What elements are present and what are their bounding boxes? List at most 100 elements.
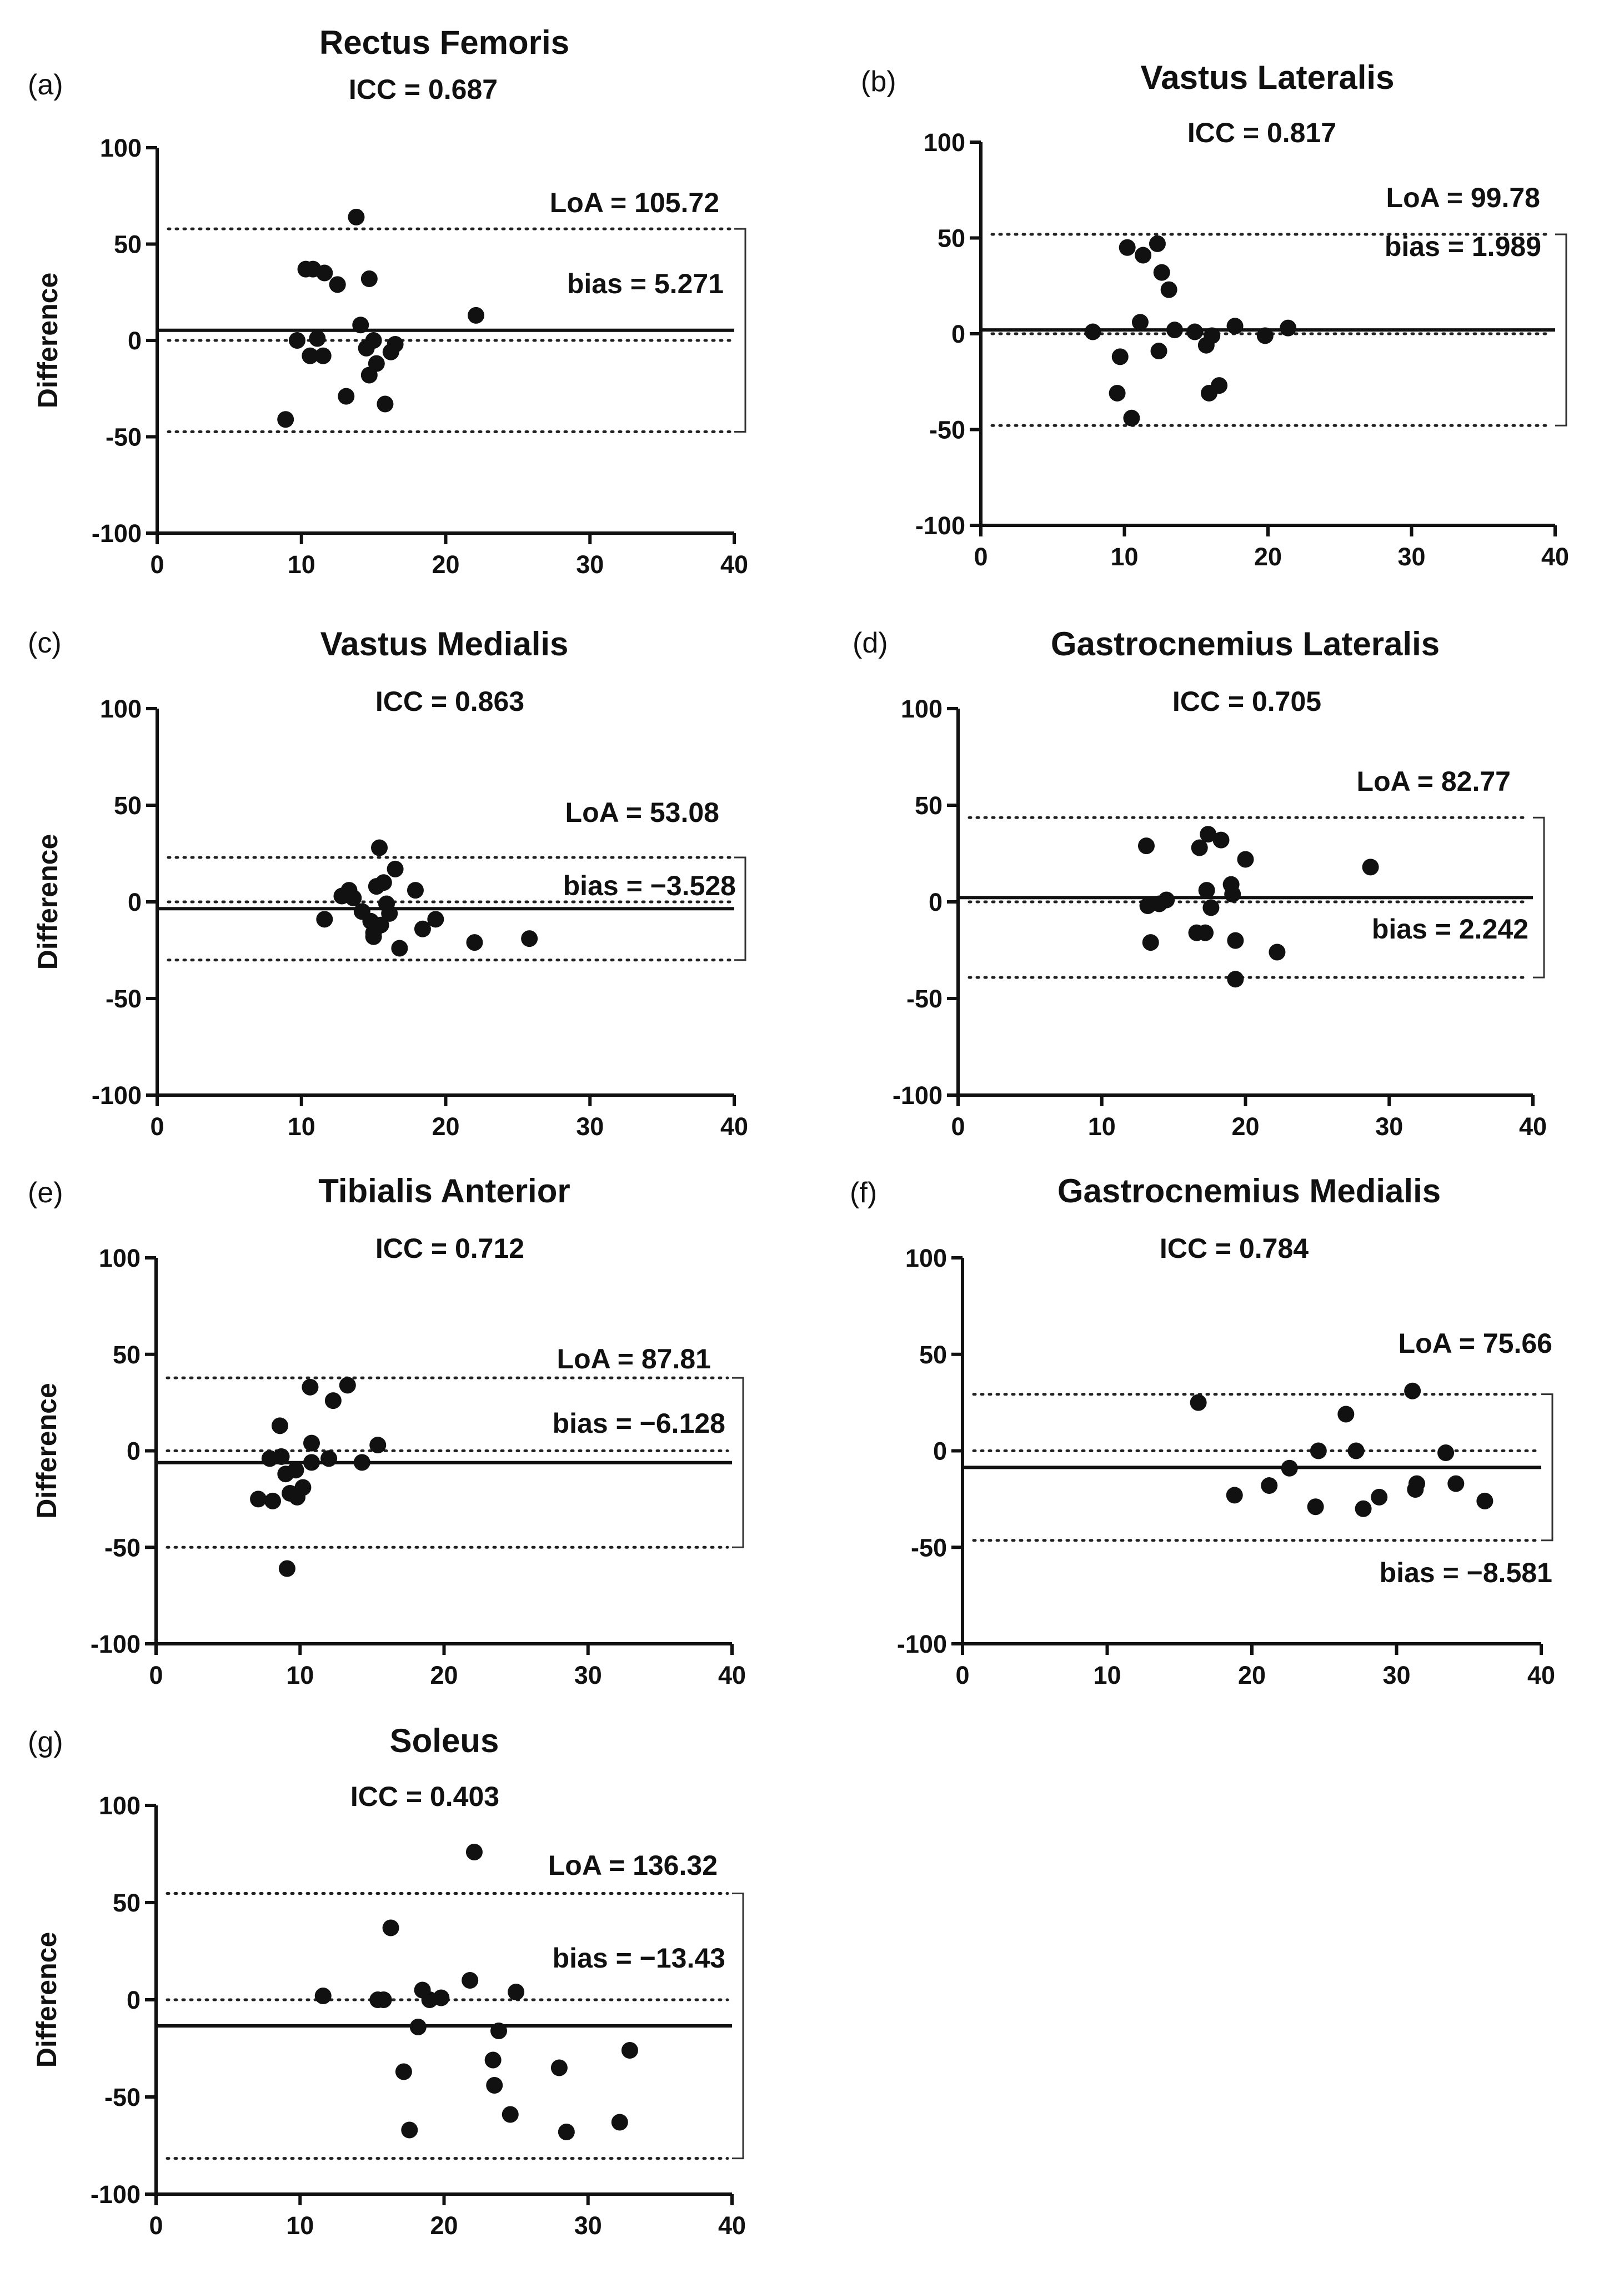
panel-e: (e) Tibialis Anterior ICC = 0.712 Differenc… — [28, 1172, 746, 1689]
x-tick-label: 10 — [286, 2211, 314, 2240]
data-point — [353, 1454, 370, 1471]
panel-c: (c) Vastus Medialis ICC = 0.863 Difference 1… — [28, 625, 748, 1141]
data-point — [387, 860, 404, 877]
data-point — [1204, 327, 1221, 344]
data-point — [1153, 264, 1170, 281]
data-point — [387, 335, 404, 353]
loa-label: LoA = 53.08 — [565, 797, 719, 828]
data-point — [314, 347, 332, 364]
chart-title: Vastus Lateralis — [1141, 59, 1395, 96]
x-tick-label: 0 — [150, 1112, 164, 1141]
x-tick-label: 20 — [1238, 1661, 1266, 1689]
icc-label: ICC = 0.817 — [1187, 117, 1336, 148]
data-point — [1131, 314, 1149, 331]
data-point — [303, 1454, 320, 1471]
data-point — [1084, 323, 1101, 340]
data-point — [352, 317, 369, 334]
data-point — [271, 1417, 288, 1434]
data-point — [329, 276, 346, 293]
data-point — [1355, 1500, 1372, 1517]
y-tick-label: -50 — [911, 1533, 947, 1562]
bias-label: bias = 1.989 — [1385, 231, 1541, 262]
x-tick-label: 0 — [974, 543, 988, 571]
data-point — [1160, 281, 1177, 298]
data-point — [1226, 1487, 1243, 1504]
data-point — [339, 1377, 356, 1394]
loa-label: LoA = 136.32 — [548, 1850, 718, 1881]
loa-bracket — [734, 856, 746, 961]
data-point — [377, 395, 394, 413]
data-point — [365, 928, 382, 945]
data-point — [1200, 826, 1217, 843]
y-tick-label: -50 — [929, 416, 965, 444]
x-tick-label: 20 — [432, 1112, 459, 1141]
y-tick-label: -50 — [106, 985, 142, 1013]
y-tick-label: 50 — [915, 791, 943, 820]
icc-label: ICC = 0.403 — [350, 1781, 499, 1812]
panel-label: (g) — [28, 1726, 63, 1758]
data-point — [409, 2019, 427, 2035]
data-point — [371, 839, 388, 856]
data-point — [407, 882, 424, 899]
x-tick-label: 0 — [149, 2211, 163, 2240]
x-tick-label: 30 — [576, 1112, 604, 1141]
y-tick-label: 100 — [99, 1244, 141, 1272]
data-point — [1227, 932, 1244, 949]
data-point — [1142, 934, 1159, 951]
data-point — [462, 1972, 479, 1989]
data-point — [345, 890, 362, 907]
data-point — [316, 264, 333, 282]
data-point — [1166, 322, 1183, 339]
panel-label: (c) — [28, 627, 62, 659]
bias-label: bias = −6.128 — [553, 1408, 725, 1439]
data-point — [1310, 1442, 1327, 1459]
x-tick-label: 30 — [576, 550, 604, 579]
data-point — [1362, 859, 1379, 876]
data-point — [484, 2051, 502, 2069]
panel-a: (a) Rectus Femoris ICC = 0.687 Difference 10… — [28, 24, 748, 579]
data-point — [1111, 348, 1129, 365]
data-point — [309, 330, 326, 347]
x-tick-label: 20 — [1231, 1112, 1259, 1141]
bias-label: bias = −3.528 — [563, 870, 736, 901]
data-point — [521, 930, 538, 947]
data-point — [1347, 1442, 1365, 1459]
y-tick-label: -50 — [106, 423, 142, 451]
y-tick-label: 50 — [114, 230, 142, 259]
loa-label: LoA = 99.78 — [1386, 182, 1540, 213]
data-point — [314, 1988, 332, 2004]
y-tick-label: 100 — [100, 695, 142, 723]
chart-title: Gastrocnemius Medialis — [1057, 1172, 1441, 1210]
data-point — [369, 1437, 387, 1454]
y-tick-label: 100 — [100, 134, 142, 162]
y-tick-label: -100 — [92, 519, 142, 548]
data-point — [375, 1991, 392, 2008]
data-point — [1190, 1394, 1207, 1411]
y-tick-label: -100 — [893, 1081, 943, 1110]
loa-bracket — [1533, 816, 1545, 979]
x-tick-label: 20 — [432, 550, 459, 579]
data-point — [468, 307, 485, 324]
data-point — [288, 332, 305, 349]
data-point — [264, 1492, 281, 1509]
y-tick-label: 100 — [924, 128, 965, 157]
data-point — [1226, 318, 1244, 335]
data-point — [490, 2023, 508, 2039]
panel-label: (f) — [850, 1177, 877, 1209]
y-tick-label: -50 — [104, 2083, 141, 2111]
y-tick-label: 0 — [929, 888, 943, 916]
data-point — [1158, 891, 1175, 909]
x-tick-label: 10 — [1088, 1112, 1116, 1141]
data-point — [320, 1450, 338, 1467]
icc-label: ICC = 0.687 — [349, 74, 498, 105]
data-point — [395, 2063, 412, 2080]
y-tick-label: 50 — [113, 1341, 141, 1369]
x-tick-label: 30 — [1375, 1112, 1403, 1141]
data-point — [401, 2121, 418, 2139]
data-point — [1337, 1406, 1355, 1423]
panel-label: (d) — [853, 627, 888, 659]
data-point — [1123, 409, 1140, 426]
chart-title: Soleus — [390, 1722, 499, 1759]
